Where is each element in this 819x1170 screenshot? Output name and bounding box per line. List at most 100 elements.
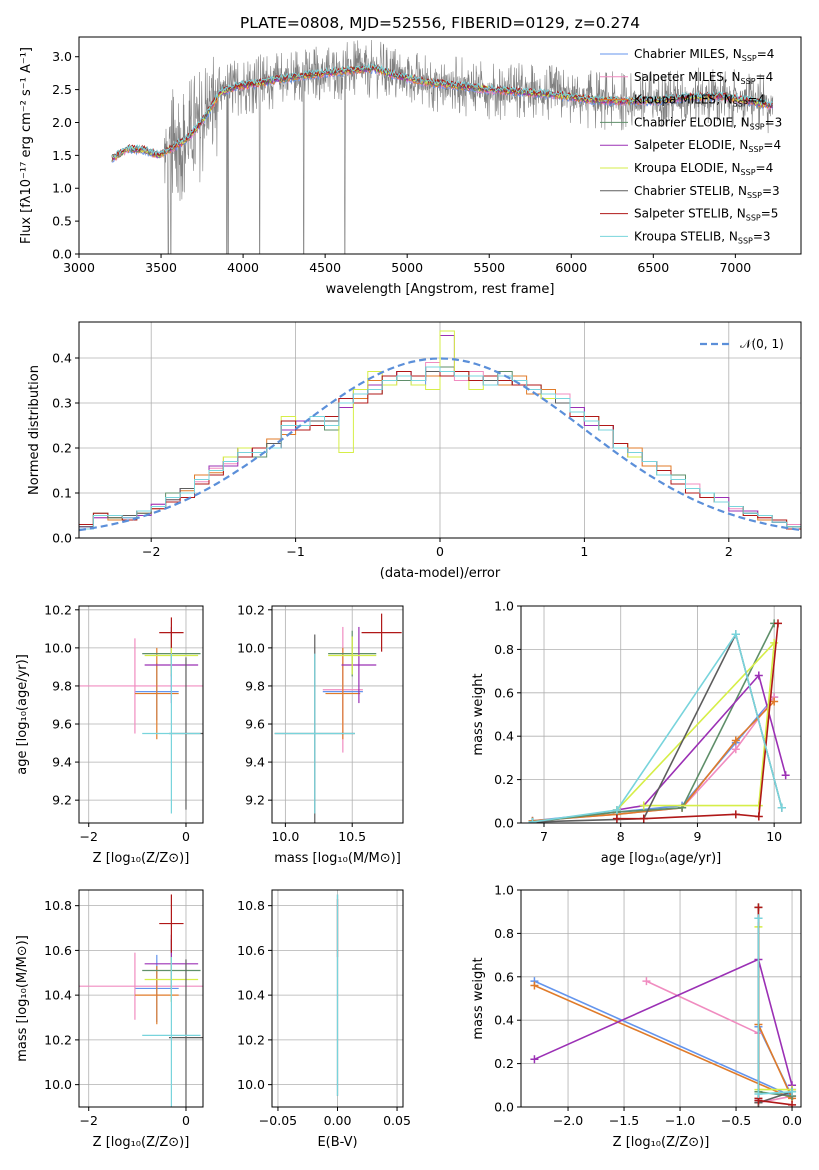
y-tick-label: 10.0 xyxy=(237,640,265,655)
legend-model-name: Salpeter STELIB xyxy=(634,207,729,221)
legend-nssp-eq: = xyxy=(757,47,767,61)
weight-marker xyxy=(530,1055,539,1064)
weight-line xyxy=(532,631,783,823)
legend-label: Kroupa STELIB, NSSP=3 xyxy=(634,229,771,245)
x-tick-label: 6500 xyxy=(637,260,669,275)
weight-line xyxy=(616,673,787,811)
x-tick-label: 4000 xyxy=(227,260,259,275)
axes-frame xyxy=(520,889,802,1108)
legend-nssp-value: 4 xyxy=(773,138,781,152)
weight-marker xyxy=(777,803,786,812)
y-tick-label: 10.6 xyxy=(237,943,265,958)
y-tick-label: 9.6 xyxy=(245,717,265,732)
legend-model-name: Salpeter ELODIE xyxy=(634,138,732,152)
x-tick-label: −0.5 xyxy=(721,1113,751,1128)
y-tick-label: 2.5 xyxy=(52,82,72,97)
y-tick-label: 0.6 xyxy=(494,685,514,700)
y-tick-label: 9.2 xyxy=(52,793,72,808)
y-tick-label: 10.2 xyxy=(237,1032,265,1047)
y-tick-label: 0.1 xyxy=(52,486,72,501)
weight-line xyxy=(532,632,783,823)
residuals-panel: −2 −1 0 1 2 0.0 0.1 0.2 0.3 0.4 (data-model)/error… xyxy=(27,321,802,581)
legend-nssp-value: 4 xyxy=(758,93,766,107)
axes-frame xyxy=(520,605,802,824)
grid-lines xyxy=(79,890,203,1107)
legend-label: Kroupa ELODIE, NSSP=4 xyxy=(634,161,773,177)
y-tick-label: 10.2 xyxy=(44,602,72,617)
x-tick-label: 7 xyxy=(540,829,548,844)
legend-label: Salpeter MILES, NSSP=4 xyxy=(634,70,773,86)
weight-marker xyxy=(528,817,537,823)
plot-area xyxy=(530,903,797,1107)
x-tick-label: 3000 xyxy=(63,260,95,275)
y-tick-label: 1.5 xyxy=(52,148,72,163)
legend-nssp-eq: = xyxy=(765,115,775,129)
spectrum-panel: 3000 3500 4000 4500 5000 5500 6000 6500 7000 0.0 0… xyxy=(19,36,802,297)
x-tick-label: 7000 xyxy=(719,260,751,275)
weight-marker xyxy=(773,619,782,628)
x-tick-label: 3500 xyxy=(145,260,177,275)
x-axis-label: wavelength [Angstrom, rest frame] xyxy=(326,282,555,297)
weight-marker xyxy=(754,671,763,680)
y-tick-label: 10.6 xyxy=(44,943,72,958)
weight-marker xyxy=(731,745,740,754)
x-axis-label: Z [log₁₀(Z/Z⊙)] xyxy=(93,851,190,866)
grid-lines xyxy=(79,606,203,823)
x-tick-label: 9 xyxy=(693,829,701,844)
x-axis-label: (data-model)/error xyxy=(380,566,501,581)
legend-nssp-subscript: SSP xyxy=(750,122,765,131)
weight-line xyxy=(532,696,775,822)
y-tick-label: 9.6 xyxy=(52,717,72,732)
x-tick-label: 2 xyxy=(725,544,733,559)
x-tick-label: 10.0 xyxy=(271,829,299,844)
legend-model-name: Chabrier ELODIE xyxy=(634,115,733,129)
legend-nssp-subscript: SSP xyxy=(738,236,753,245)
legend-label: Chabrier MILES, NSSP=4 xyxy=(634,47,774,63)
x-tick-label: 0.0 xyxy=(782,1113,802,1128)
weight-marker xyxy=(781,771,790,780)
axes-frame xyxy=(271,889,404,1108)
y-tick-label: 9.8 xyxy=(245,678,265,693)
y-tick-label: 1.0 xyxy=(494,599,514,614)
x-tick-label: −2 xyxy=(80,829,98,844)
x-tick-label: −2.0 xyxy=(553,1113,583,1128)
axes-frame xyxy=(78,321,802,539)
legend-model-name: Kroupa STELIB xyxy=(634,229,721,243)
plot-area xyxy=(79,894,203,1107)
legend-nssp-prefix: , N xyxy=(725,47,742,61)
weight-marker xyxy=(731,810,740,819)
legend-nssp-eq: = xyxy=(753,229,763,243)
x-tick-label: 1 xyxy=(580,544,588,559)
plot-area xyxy=(79,617,203,814)
legend-nssp-value: 3 xyxy=(772,184,780,198)
weight-marker xyxy=(731,736,740,745)
legend-nssp-prefix: , N xyxy=(724,161,741,175)
y-tick-label: 1.0 xyxy=(52,181,72,196)
y-tick-label: 9.4 xyxy=(245,755,265,770)
x-tick-label: 8 xyxy=(617,829,625,844)
legend-nssp-value: 4 xyxy=(767,47,775,61)
x-axis-label: mass [log₁₀(M/M⊙)] xyxy=(274,851,401,866)
legend-label: Chabrier STELIB, NSSP=3 xyxy=(634,184,780,200)
y-tick-label: 3.0 xyxy=(52,49,72,64)
legend-model-name: Salpeter MILES xyxy=(634,70,724,84)
y-tick-label: 0.3 xyxy=(52,396,72,411)
y-tick-label: 0.4 xyxy=(52,351,72,366)
legend-nssp-eq: = xyxy=(756,161,766,175)
legend-nssp-value: 5 xyxy=(771,207,779,221)
legend-label: Kroupa MILES, NSSP=4 xyxy=(634,93,765,109)
axes-frame xyxy=(78,605,204,824)
weight-line xyxy=(532,623,775,823)
y-axis-label: mass weight xyxy=(471,673,486,755)
legend-model-name: Chabrier MILES xyxy=(634,47,725,61)
weight-line xyxy=(534,984,794,1103)
weight-marker xyxy=(731,630,740,639)
plot-area xyxy=(274,613,402,823)
weight-vs-Z-panel: −2.0 −1.5 −1.0 −0.5 0.0 0.0 0.2 0.4 0.6 0.8 1.0 Z [… xyxy=(471,883,802,1151)
legend-nssp-subscript: SSP xyxy=(733,100,748,109)
x-tick-label: 5500 xyxy=(473,260,505,275)
weight-vs-age-panel: 7 8 9 10 0.0 0.2 0.4 0.6 0.8 1.0 age [log₁₀(age/yr… xyxy=(471,599,802,866)
legend-nssp-prefix: , N xyxy=(733,115,750,129)
legend-nssp-prefix: , N xyxy=(729,207,746,221)
histogram-series xyxy=(79,366,801,538)
